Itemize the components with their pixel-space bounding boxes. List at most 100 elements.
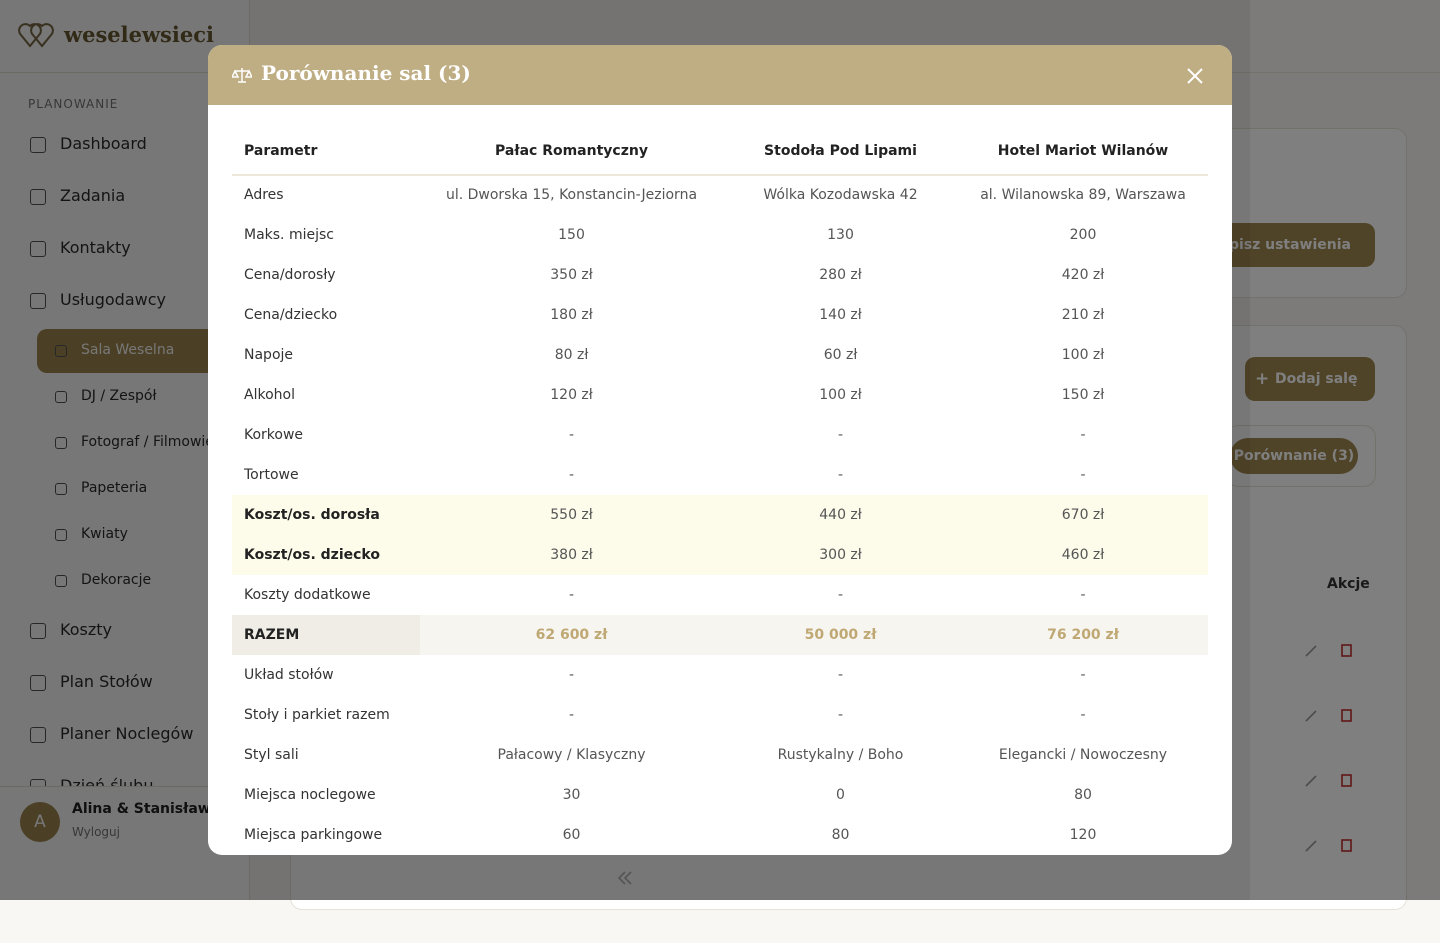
- row-label: Koszty dodatkowe: [244, 587, 371, 603]
- cell-value: 440 zł: [819, 507, 862, 523]
- row-label: Miejsca noclegowe: [244, 787, 376, 803]
- cell-value: 80 zł: [554, 347, 589, 363]
- cell-value: 180 zł: [550, 307, 593, 323]
- cell-value: -: [568, 587, 575, 603]
- row-label: RAZEM: [244, 627, 300, 643]
- row-label: Adres: [244, 187, 284, 203]
- table-row: Styl sali Pałacowy / Klasyczny Rustykalny …: [232, 735, 1208, 775]
- cell-value: 62 600 zł: [535, 627, 608, 643]
- table-row: Cena/dorosły 350 zł 280 zł 420 zł: [232, 255, 1208, 295]
- cell-value: 80: [831, 827, 850, 843]
- cell-value: -: [837, 587, 844, 603]
- row-label: Alkohol: [244, 387, 295, 403]
- cell-value: 50 000 zł: [804, 627, 877, 643]
- cell-value: Wólka Kozodawska 42: [763, 187, 918, 203]
- cell-value: -: [1080, 427, 1086, 443]
- row-label: Stoły i parkiet razem: [244, 707, 390, 723]
- cell-value: 76 200 zł: [1047, 627, 1119, 643]
- scale-icon: [232, 68, 252, 83]
- table-row: Adres ul. Dworska 15, Konstancin-Jeziorna…: [232, 175, 1208, 215]
- row-label: Koszt/os. dziecko: [244, 547, 380, 563]
- cell-value: -: [837, 467, 844, 483]
- cell-value: -: [837, 427, 844, 443]
- cell-value: -: [837, 667, 844, 683]
- cell-value: 60 zł: [823, 347, 858, 363]
- row-label: Napoje: [244, 347, 294, 363]
- cell-value: 380 zł: [550, 547, 593, 563]
- row-label: Miejsca parkingowe: [244, 827, 383, 843]
- cell-value: 300 zł: [819, 547, 862, 563]
- cell-value: 460 zł: [1061, 547, 1105, 563]
- cell-value: -: [1080, 667, 1086, 683]
- table-row: Napoje 80 zł 60 zł 100 zł: [232, 335, 1208, 375]
- row-label: Układ stołów: [244, 667, 334, 683]
- cell-value: 80: [1074, 787, 1092, 803]
- cell-value: -: [1080, 707, 1086, 723]
- cell-value: Rustykalny / Boho: [777, 747, 904, 763]
- cell-value: 60: [562, 827, 581, 843]
- comparison-table: Parametr Pałac Romantyczny Stodoła Pod Lip…: [232, 128, 1208, 855]
- cell-value: -: [1080, 587, 1086, 603]
- table-row: Miejsca parkingowe 60 80 120: [232, 815, 1208, 855]
- table-row: Koszt/os. dziecko 380 zł 300 zł 460 zł: [232, 535, 1208, 575]
- table-row: Miejsca noclegowe 30 0 80: [232, 775, 1208, 815]
- table-row: Alkohol 120 zł 100 zł 150 zł: [232, 375, 1208, 415]
- cell-value: 0: [836, 787, 845, 803]
- table-row: Koszt/os. dorosła 550 zł 440 zł 670 zł: [232, 495, 1208, 535]
- table-row: Maks. miejsc 150 130 200: [232, 215, 1208, 255]
- cell-value: -: [568, 707, 575, 723]
- table-row: Cena/dziecko 180 zł 140 zł 210 zł: [232, 295, 1208, 335]
- table-row: Korkowe - - -: [232, 415, 1208, 455]
- table-row: Stoły i parkiet razem - - -: [232, 695, 1208, 735]
- cell-value: 150: [558, 227, 585, 243]
- column-header: Parametr: [244, 143, 318, 159]
- column-header: Stodoła Pod Lipami: [764, 143, 917, 159]
- table-row: Tortowe - - -: [232, 455, 1208, 495]
- collapse-icon[interactable]: [615, 868, 635, 888]
- cell-value: 550 zł: [550, 507, 593, 523]
- cell-value: ul. Dworska 15, Konstancin-Jeziorna: [445, 187, 698, 203]
- cell-value: 120: [1069, 827, 1097, 843]
- cell-value: 130: [827, 227, 854, 243]
- table-row: RAZEM 62 600 zł 50 000 zł 76 200 zł: [232, 615, 1208, 655]
- row-label: Maks. miejsc: [244, 227, 334, 243]
- cell-value: al. Wilanowska 89, Warszawa: [980, 187, 1186, 203]
- cell-value: 140 zł: [819, 307, 862, 323]
- cell-value: 150 zł: [1061, 387, 1105, 403]
- cell-value: Pałacowy / Klasyczny: [497, 747, 646, 763]
- row-label: Cena/dorosły: [244, 267, 336, 283]
- cell-value: -: [568, 427, 575, 443]
- modal-header: Porównanie sal (3): [208, 45, 1232, 105]
- row-label: Koszt/os. dorosła: [244, 507, 380, 523]
- table-row: Koszty dodatkowe - - -: [232, 575, 1208, 615]
- cell-value: -: [568, 467, 575, 483]
- row-label: Tortowe: [244, 467, 299, 483]
- cell-value: 120 zł: [550, 387, 593, 403]
- column-header: Hotel Mariot Wilanów: [997, 143, 1169, 159]
- cell-value: Elegancki / Nowoczesny: [998, 747, 1168, 763]
- close-button[interactable]: [1186, 67, 1204, 85]
- row-label: Korkowe: [244, 427, 304, 443]
- header-rule: [232, 174, 1208, 176]
- modal-title: Porównanie sal (3): [261, 61, 471, 85]
- cell-value: 420 zł: [1061, 267, 1105, 283]
- total-label-bg: [232, 615, 420, 655]
- cell-value: 280 zł: [819, 267, 862, 283]
- cell-value: -: [837, 707, 844, 723]
- cell-value: 670 zł: [1061, 507, 1105, 523]
- cell-value: 210 zł: [1061, 307, 1105, 323]
- cell-value: 350 zł: [550, 267, 593, 283]
- row-label: Styl sali: [244, 747, 299, 763]
- cell-value: 30: [562, 787, 581, 803]
- modal: Porównanie sal (3) Parametr Pałac Romanty…: [208, 45, 1232, 855]
- row-label: Cena/dziecko: [244, 307, 338, 323]
- cell-value: -: [568, 667, 575, 683]
- column-header: Pałac Romantyczny: [495, 143, 648, 159]
- cell-value: 100 zł: [819, 387, 862, 403]
- cell-value: 100 zł: [1061, 347, 1105, 363]
- cell-value: -: [1080, 467, 1086, 483]
- cell-value: 200: [1069, 227, 1097, 243]
- table-row: Układ stołów - - -: [232, 655, 1208, 695]
